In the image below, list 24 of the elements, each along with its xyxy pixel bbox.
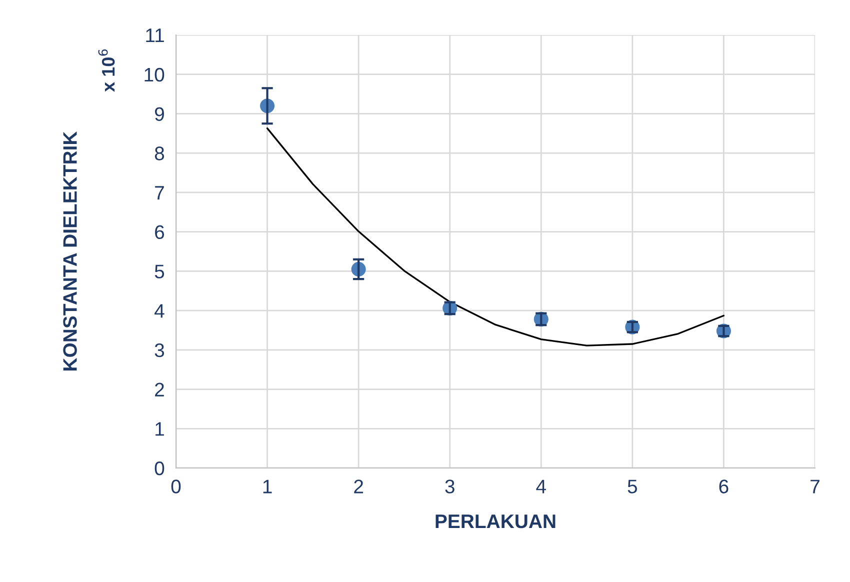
y-tick-label: 9 <box>154 107 164 121</box>
line-series <box>266 127 725 346</box>
x-tick-label: 5 <box>628 480 638 494</box>
y-tick-label: 7 <box>155 186 164 200</box>
x-tick-label: 6 <box>719 480 728 494</box>
y-tick-label: 5 <box>154 264 164 278</box>
text: x 10$^{6}$ <box>98 49 115 92</box>
x-axis-title: PERLAKUAN <box>436 514 556 528</box>
y-tick-label: 8 <box>154 146 164 160</box>
x-tick-label: 3 <box>445 480 454 494</box>
y-tick-label: 0 <box>154 461 164 476</box>
x-tick-label: 7 <box>810 480 820 494</box>
y-tick-label: 2 <box>155 382 164 396</box>
y-tick-label: 3 <box>154 343 164 358</box>
y-tick-label: 11 <box>146 28 164 42</box>
x-tick-label: 4 <box>536 480 546 494</box>
x-tick-label: 0 <box>171 480 181 494</box>
y-tick-label: 4 <box>154 304 164 318</box>
y-tick-label: 10 <box>144 68 164 82</box>
y-tick-label: 1 <box>156 422 164 436</box>
y-axis-title: KONSTANTA DIELEKTRIK <box>63 131 77 370</box>
x-tick-label: 2 <box>354 480 364 494</box>
y-tick-label: 6 <box>155 225 164 240</box>
x-tick-label: 1 <box>263 480 272 494</box>
